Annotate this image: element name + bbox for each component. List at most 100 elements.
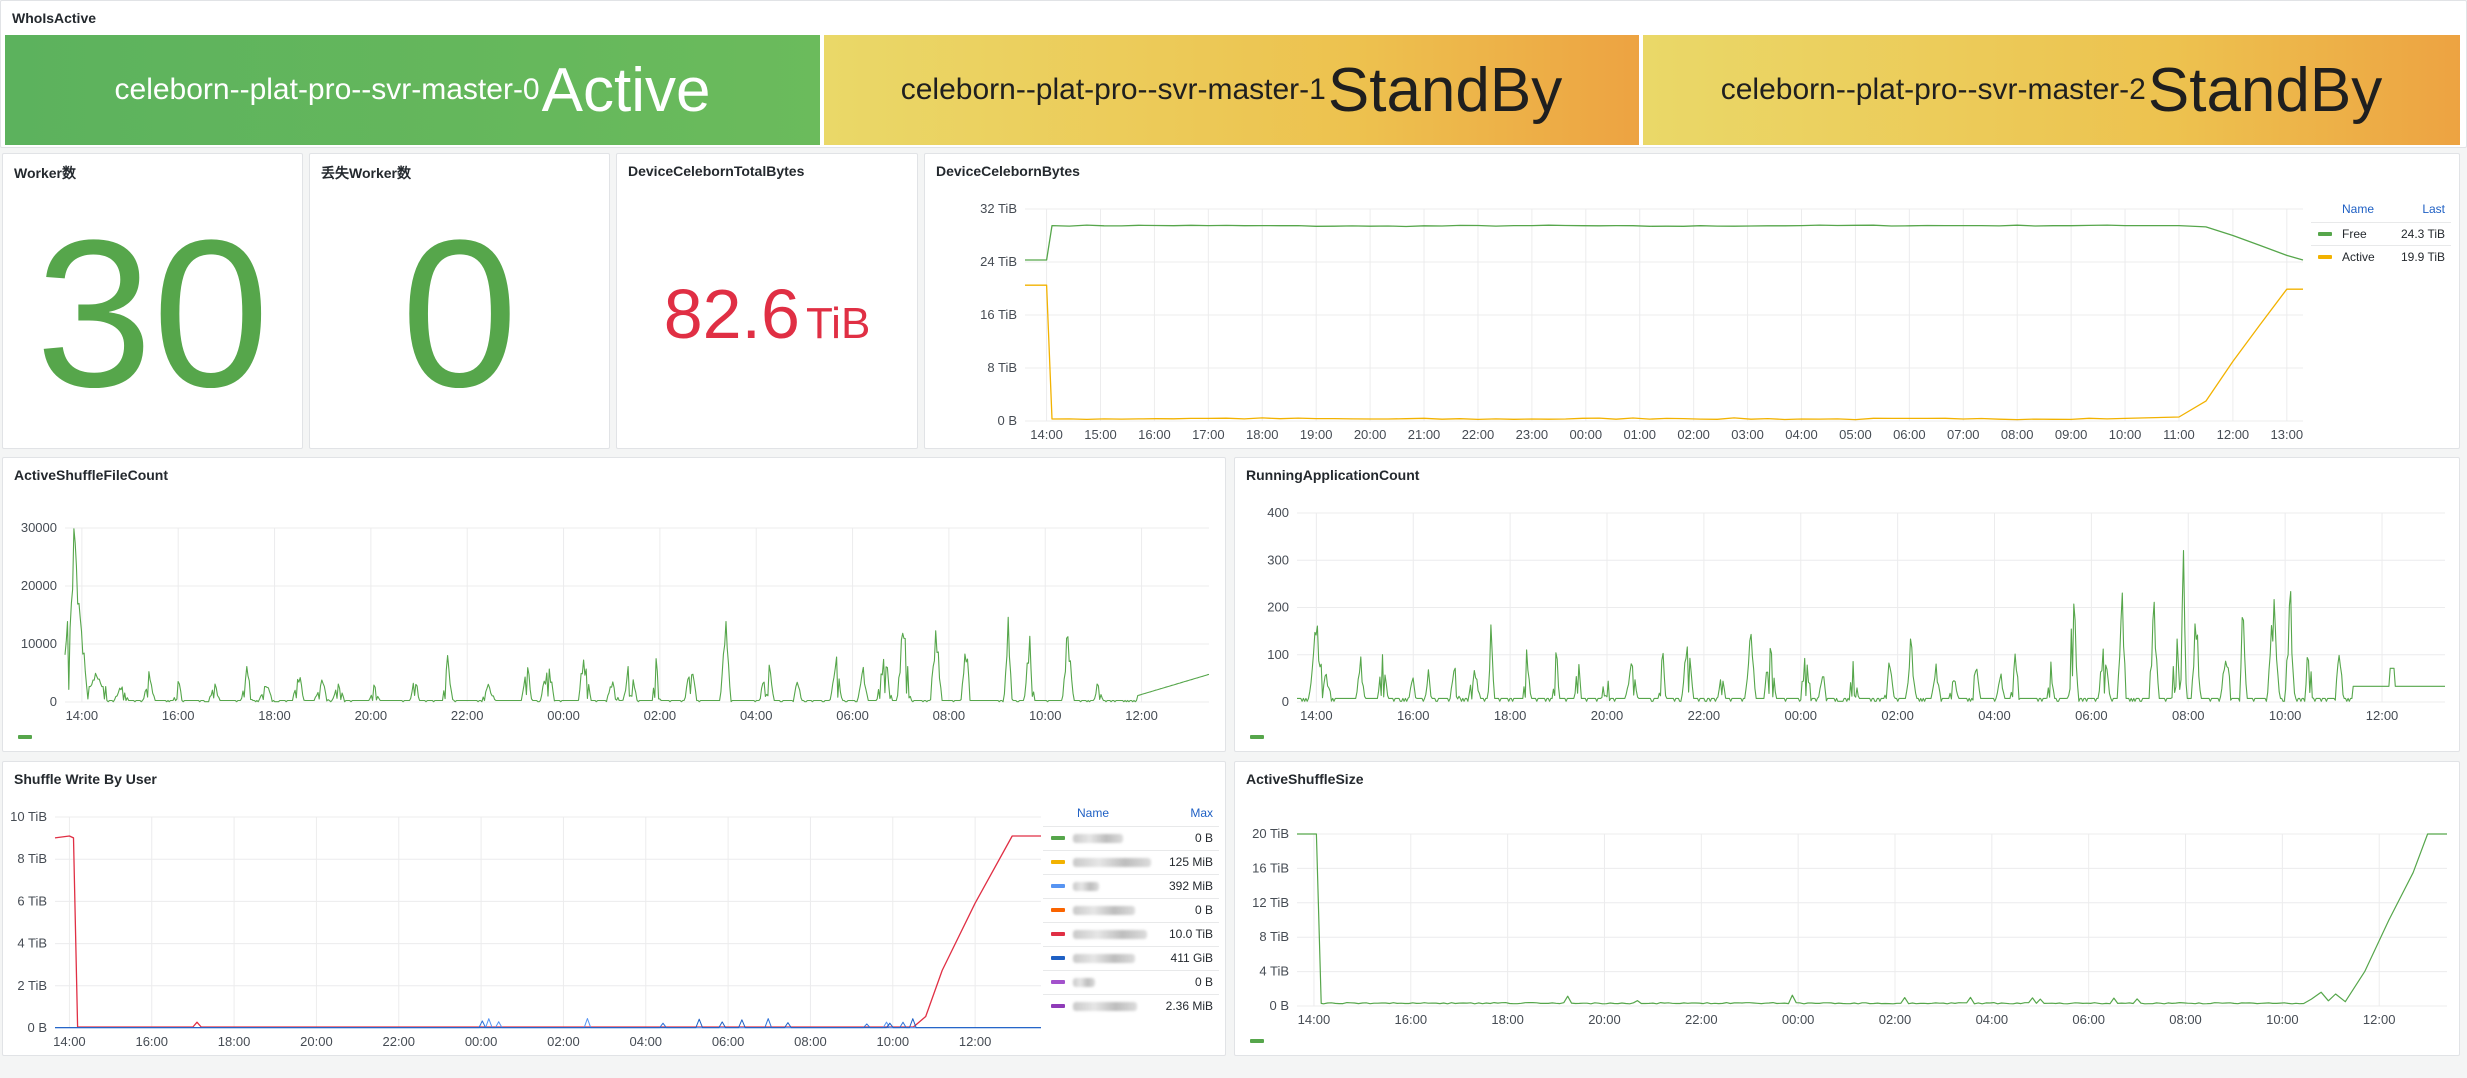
x-tick-label: 22:00 <box>1688 708 1721 723</box>
panel-title[interactable]: DeviceCelebornBytes <box>936 163 1080 179</box>
legend-value: 0 B <box>1194 831 1213 845</box>
legend-header-name[interactable]: Name <box>1077 806 1110 820</box>
running-application-count-panel: RunningApplicationCount 0 100 200 300 400 14:… <box>1234 457 2460 752</box>
x-tick-label: 03:00 <box>1731 427 1764 442</box>
y-tick-label: 0 <box>50 694 57 709</box>
series-legend-swatch[interactable] <box>18 735 32 739</box>
x-tick-label: 00:00 <box>1570 427 1603 442</box>
x-tick-label: 02:00 <box>547 1034 580 1049</box>
master-0-tile: celeborn--plat-pro--svr-master-0 Active <box>5 35 820 145</box>
x-tick-label: 00:00 <box>1782 1012 1815 1027</box>
master-2-name: celeborn--plat-pro--svr-master-2 <box>1720 73 2146 106</box>
x-tick-label: 22:00 <box>451 708 484 723</box>
series-line-active[interactable] <box>1025 284 2303 421</box>
panel-title[interactable]: RunningApplicationCount <box>1246 467 1420 483</box>
series-line-red[interactable] <box>54 835 1041 1028</box>
legend-row[interactable]: 0 B <box>1043 898 1219 922</box>
legend-swatch <box>1051 932 1065 936</box>
x-tick-label: 13:00 <box>2271 427 2304 442</box>
x-tick-label: 02:00 <box>1677 427 1710 442</box>
lost-worker-count-value: 0 <box>401 196 518 431</box>
legend-label: Active <box>2342 250 2375 264</box>
legend-row[interactable]: 392 MiB <box>1043 874 1219 898</box>
legend-value: 392 MiB <box>1168 879 1213 893</box>
series-line-free[interactable] <box>1025 224 2304 261</box>
series-line[interactable] <box>1297 550 2445 702</box>
device-bytes-legend: Name Last Free 24.3 TiB Active 19.9 TiB <box>2311 198 2451 268</box>
panel-title[interactable]: ActiveShuffleSize <box>1246 771 1364 787</box>
x-tick-label: 12:00 <box>959 1034 992 1049</box>
x-tick-label: 16:00 <box>135 1034 168 1049</box>
legend-row[interactable]: 2.36 MiB <box>1043 994 1219 1018</box>
series-line-blue[interactable] <box>55 1018 1041 1029</box>
x-tick-label: 08:00 <box>2169 1012 2202 1027</box>
legend-row[interactable]: 125 MiB <box>1043 850 1219 874</box>
legend-row[interactable]: 411 GiB <box>1043 946 1219 970</box>
panel-title[interactable]: WhoIsActive <box>12 10 97 26</box>
legend-row[interactable]: 0 B <box>1043 970 1219 994</box>
y-tick-label: 8 TiB <box>17 851 47 866</box>
y-tick-label: 6 TiB <box>17 893 47 908</box>
y-tick-label: 30000 <box>21 520 57 535</box>
active-shuffle-file-count-chart: 0 10000 20000 30000 14:00 16:00 18:00 20:00 22:0… <box>21 520 1210 723</box>
x-tick-label: 20:00 <box>1591 708 1624 723</box>
legend-row-active[interactable]: Active 19.9 TiB <box>2311 245 2451 268</box>
legend-swatch <box>1051 908 1065 912</box>
x-tick-label: 23:00 <box>1516 427 1549 442</box>
x-tick-label: 10:00 <box>1029 708 1062 723</box>
y-tick-label: 20000 <box>21 578 57 593</box>
y-tick-label: 0 B <box>1269 998 1289 1013</box>
x-tick-label: 06:00 <box>712 1034 745 1049</box>
series-legend-swatch[interactable] <box>1250 1039 1264 1043</box>
x-tick-label: 18:00 <box>258 708 291 723</box>
redacted-user-name <box>1073 954 1135 963</box>
x-tick-label: 00:00 <box>547 708 580 723</box>
legend-value: 19.9 TiB <box>2400 250 2445 264</box>
redacted-user-name <box>1073 978 1095 987</box>
legend-row[interactable]: 10.0 TiB <box>1043 922 1219 946</box>
master-1-state: StandBy <box>1327 55 1563 125</box>
y-tick-label: 400 <box>1267 505 1289 520</box>
x-tick-label: 10:00 <box>877 1034 910 1049</box>
x-tick-label: 12:00 <box>2366 708 2399 723</box>
x-tick-label: 20:00 <box>1354 427 1387 442</box>
master-0-name: celeborn--plat-pro--svr-master-0 <box>114 73 540 106</box>
series-legend-swatch[interactable] <box>1250 735 1264 739</box>
series-line[interactable] <box>1297 833 2447 1005</box>
running-application-count-chart: 0 100 200 300 400 14:00 16:00 18:00 20:00 22:00 00… <box>1267 505 2445 723</box>
master-2-tile: celeborn--plat-pro--svr-master-2 StandBy <box>1643 35 2460 145</box>
master-1-name: celeborn--plat-pro--svr-master-1 <box>900 73 1326 106</box>
total-bytes-panel: DeviceCelebornTotalBytes 82.6 TiB <box>616 153 918 449</box>
x-tick-label: 22:00 <box>1462 427 1495 442</box>
total-bytes-value: 82.6 <box>663 275 800 353</box>
x-tick-label: 04:00 <box>1976 1012 2009 1027</box>
panel-title[interactable]: ActiveShuffleFileCount <box>14 467 169 483</box>
y-tick-label: 10000 <box>21 636 57 651</box>
redacted-user-name <box>1073 834 1123 843</box>
legend-header-stat[interactable]: Max <box>1190 806 1213 820</box>
legend-header-name[interactable]: Name <box>2342 202 2375 216</box>
x-tick-label: 12:00 <box>2363 1012 2396 1027</box>
master-1-tile: celeborn--plat-pro--svr-master-1 StandBy <box>824 35 1639 145</box>
legend-value: 10.0 TiB <box>1168 927 1213 941</box>
panel-title[interactable]: DeviceCelebornTotalBytes <box>628 163 805 179</box>
legend-header-stat[interactable]: Last <box>2422 202 2445 216</box>
x-tick-label: 06:00 <box>2072 1012 2105 1027</box>
y-tick-label: 4 TiB <box>1259 964 1289 979</box>
panel-title[interactable]: Worker数 <box>14 165 76 181</box>
legend-value: 411 GiB <box>1170 951 1213 965</box>
panel-title[interactable]: Shuffle Write By User <box>14 771 157 787</box>
y-tick-label: 12 TiB <box>1252 895 1289 910</box>
shuffle-write-by-user-chart: 0 B 2 TiB 4 TiB 6 TiB 8 TiB 10 TiB 14:00 16:00 1… <box>10 809 1041 1049</box>
legend-swatch <box>2318 232 2332 236</box>
legend-row[interactable]: 0 B <box>1043 826 1219 850</box>
panel-title[interactable]: 丢失Worker数 <box>321 165 411 181</box>
legend-swatch <box>1051 860 1065 864</box>
legend-row-free[interactable]: Free 24.3 TiB <box>2311 222 2451 245</box>
x-tick-label: 15:00 <box>1084 427 1117 442</box>
y-tick-label: 0 <box>1282 694 1289 709</box>
redacted-user-name <box>1073 858 1151 867</box>
series-line[interactable] <box>64 528 1210 703</box>
x-tick-label: 14:00 <box>53 1034 86 1049</box>
legend-swatch <box>2318 255 2332 259</box>
